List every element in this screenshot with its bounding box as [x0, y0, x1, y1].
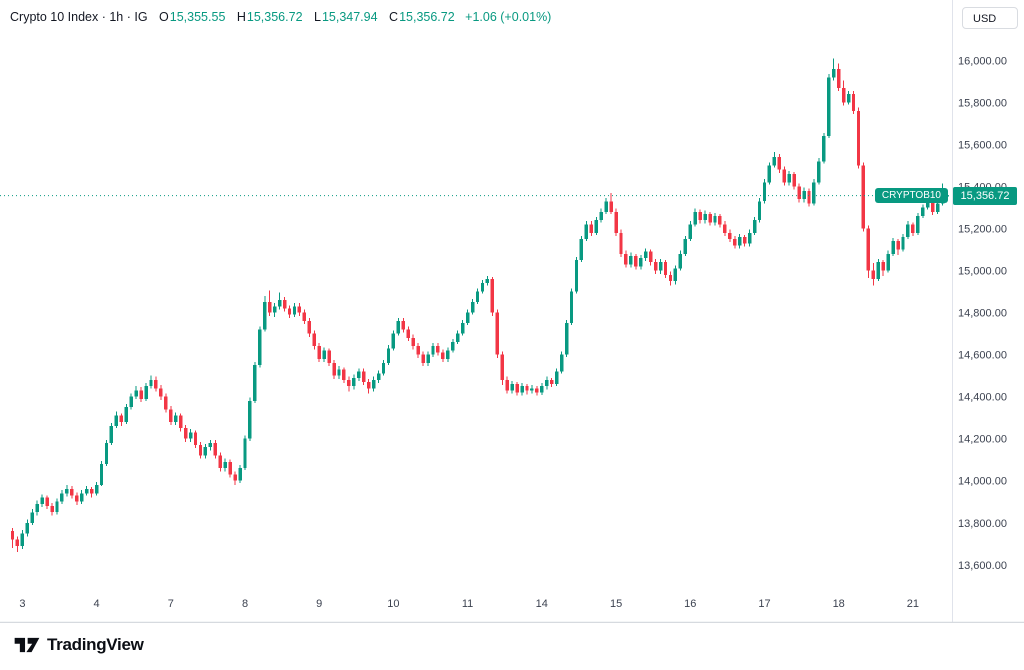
footer-bar: TradingView	[0, 623, 1024, 670]
svg-text:16: 16	[684, 598, 696, 610]
svg-text:14,200.00: 14,200.00	[958, 434, 1007, 446]
svg-text:14,600.00: 14,600.00	[958, 350, 1007, 362]
symbol-legend: Crypto 10 Index · 1h · IG O15,355.55 H15…	[10, 10, 551, 24]
svg-text:14,800.00: 14,800.00	[958, 308, 1007, 320]
svg-text:3: 3	[19, 598, 25, 610]
svg-text:15,000.00: 15,000.00	[958, 266, 1007, 278]
svg-text:17: 17	[758, 598, 770, 610]
svg-text:18: 18	[833, 598, 845, 610]
open-value: 15,355.55	[169, 10, 226, 24]
change-value: +1.06 (+0.01%)	[465, 10, 552, 24]
svg-text:15,200.00: 15,200.00	[958, 224, 1007, 236]
svg-text:13,600.00: 13,600.00	[958, 560, 1007, 572]
time-axis[interactable]: 3 4 7 8 9 10 11 14 15 16 17 18 21	[19, 598, 919, 610]
svg-text:15,800.00: 15,800.00	[958, 98, 1007, 110]
close-label: C	[389, 10, 399, 24]
low-label: L	[314, 10, 321, 24]
tradingview-logo[interactable]: TradingView	[14, 635, 144, 655]
high-value: 15,356.72	[246, 10, 303, 24]
currency-toggle-button[interactable]: USD	[962, 7, 1018, 29]
open-label: O	[159, 10, 169, 24]
svg-text:4: 4	[94, 598, 100, 610]
svg-text:7: 7	[168, 598, 174, 610]
svg-text:13,800.00: 13,800.00	[958, 518, 1007, 530]
svg-text:8: 8	[242, 598, 248, 610]
svg-text:14: 14	[536, 598, 548, 610]
symbol-price-flag: CRYPTOB10	[874, 187, 948, 203]
svg-text:10: 10	[387, 598, 399, 610]
svg-text:14,000.00: 14,000.00	[958, 476, 1007, 488]
close-value: 15,356.72	[399, 10, 455, 24]
high-label: H	[236, 10, 246, 24]
last-price-axis-label[interactable]: 15,356.72	[953, 186, 1017, 205]
low-value: 15,347.94	[321, 10, 378, 24]
tradingview-logo-icon	[14, 637, 40, 653]
svg-text:21: 21	[907, 598, 919, 610]
svg-text:11: 11	[462, 598, 473, 610]
symbol-title[interactable]: Crypto 10 Index · 1h · IG	[10, 10, 148, 24]
svg-text:15: 15	[610, 598, 622, 610]
svg-text:9: 9	[316, 598, 322, 610]
svg-text:16,000.00: 16,000.00	[958, 56, 1007, 68]
candles	[10, 58, 950, 553]
brand-name: TradingView	[47, 635, 144, 654]
price-axis[interactable]: 16,000.0015,800.0015,600.0015,400.0015,2…	[958, 56, 1007, 572]
svg-text:15,600.00: 15,600.00	[958, 140, 1007, 152]
svg-text:14,400.00: 14,400.00	[958, 392, 1007, 404]
